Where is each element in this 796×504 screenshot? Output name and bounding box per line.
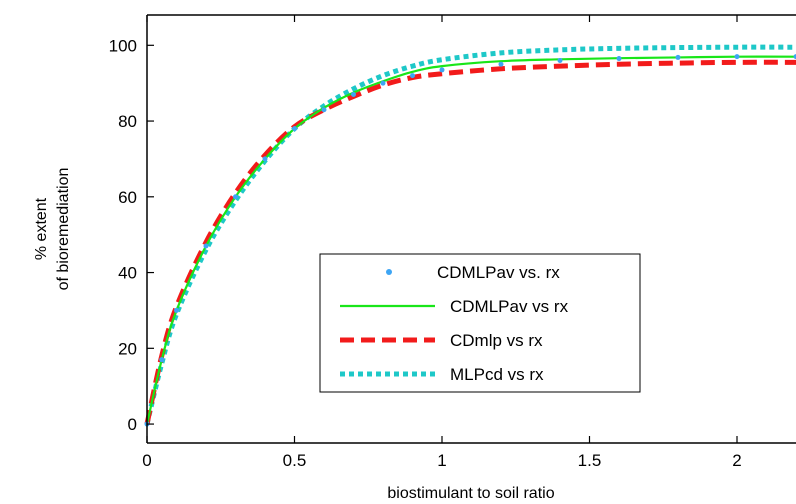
legend: CDMLPav vs. rx CDMLPav vs rx CDmlp vs rx… xyxy=(319,253,641,393)
y-tick-label: 80 xyxy=(118,112,137,131)
data-point xyxy=(321,107,327,113)
data-point xyxy=(734,54,740,60)
x-tick-label: 1 xyxy=(437,451,446,470)
legend-marker xyxy=(386,269,392,275)
data-point xyxy=(262,156,268,162)
data-point xyxy=(159,357,165,363)
data-point xyxy=(793,54,796,60)
data-point xyxy=(498,61,504,67)
legend-label: CDMLPav vs rx xyxy=(450,297,569,316)
legend-label: CDmlp vs rx xyxy=(450,331,543,350)
legend-box xyxy=(319,253,641,393)
data-point xyxy=(233,194,238,200)
data-point xyxy=(203,243,209,249)
x-tick-label: 0 xyxy=(142,451,151,470)
data-point xyxy=(557,57,563,63)
data-point xyxy=(616,56,622,62)
y-tick-label: 100 xyxy=(109,36,137,55)
x-tick-label: 1.5 xyxy=(578,451,602,470)
x-tick-label: 2 xyxy=(732,451,741,470)
x-axis-title: biostimulant to soil ratio xyxy=(387,485,554,502)
data-point xyxy=(174,307,179,313)
y-axis-title-line-1: % extent xyxy=(33,197,50,260)
data-point xyxy=(675,54,681,60)
legend-label: MLPcd vs rx xyxy=(450,365,544,384)
x-tick-label: 0.5 xyxy=(283,451,307,470)
data-point xyxy=(351,92,356,98)
series-line xyxy=(144,59,796,425)
y-axis-title-line-2: of bioremediation xyxy=(55,168,72,291)
series-line xyxy=(145,55,796,425)
y-tick-label: 60 xyxy=(118,188,137,207)
y-tick-label: 20 xyxy=(118,339,137,358)
data-point xyxy=(410,73,415,79)
data-point xyxy=(439,67,445,73)
data-point xyxy=(292,126,297,132)
legend-label: CDMLPav vs. rx xyxy=(437,263,560,282)
y-tick-label: 40 xyxy=(118,264,137,283)
data-point xyxy=(380,80,386,86)
series-line xyxy=(144,44,796,425)
y-tick-label: 0 xyxy=(128,415,137,434)
